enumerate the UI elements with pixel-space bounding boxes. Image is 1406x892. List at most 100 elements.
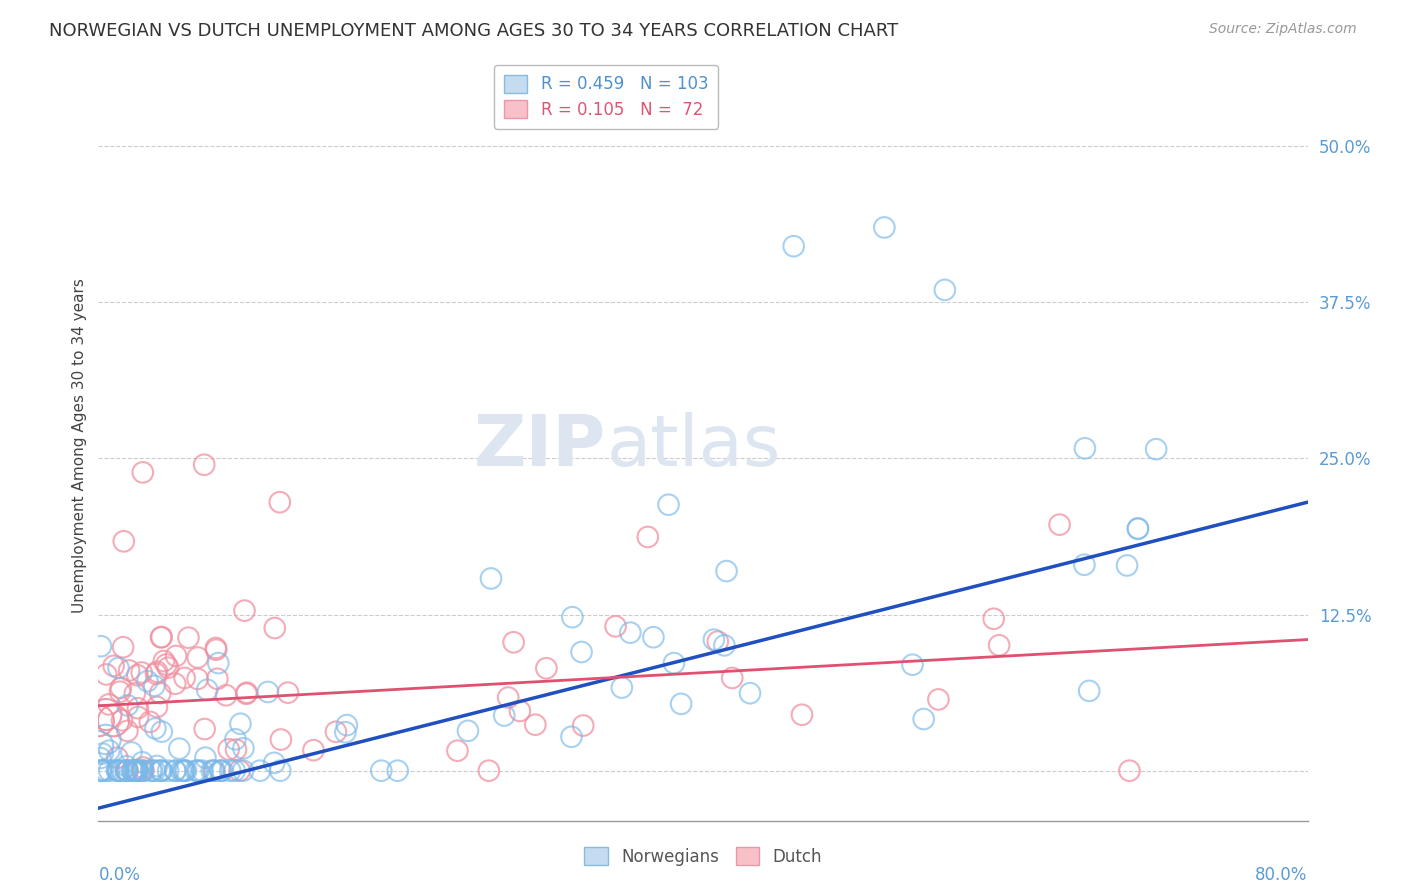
Point <box>1144 442 1167 457</box>
Point <box>370 764 392 778</box>
Point <box>131 665 153 680</box>
Point <box>1049 517 1071 532</box>
Point <box>716 564 738 578</box>
Point <box>605 619 627 633</box>
Point <box>127 710 149 724</box>
Point <box>225 742 247 756</box>
Point <box>94 764 117 778</box>
Point <box>94 732 117 747</box>
Point <box>122 764 145 778</box>
Point <box>263 621 285 635</box>
Legend: Norwegians, Dutch: Norwegians, Dutch <box>578 840 828 872</box>
Point <box>187 764 209 778</box>
Point <box>115 764 138 778</box>
Point <box>201 764 224 778</box>
Point <box>107 661 129 675</box>
Point <box>224 732 246 747</box>
Point <box>127 668 149 682</box>
Point <box>202 764 225 778</box>
Point <box>172 764 194 778</box>
Point <box>173 671 195 685</box>
Point <box>111 764 134 778</box>
Point <box>111 714 134 728</box>
Point <box>97 698 120 712</box>
Point <box>457 723 479 738</box>
Point <box>536 661 558 675</box>
Text: 0.0%: 0.0% <box>98 865 141 884</box>
Point <box>131 756 153 770</box>
Point <box>783 239 806 253</box>
Point <box>150 764 173 778</box>
Point <box>1118 764 1140 778</box>
Point <box>228 764 250 778</box>
Point <box>107 764 129 778</box>
Point <box>1116 558 1139 573</box>
Point <box>637 530 659 544</box>
Point <box>270 732 292 747</box>
Point <box>124 764 146 778</box>
Point <box>90 764 112 778</box>
Point <box>187 650 209 665</box>
Point <box>157 661 180 675</box>
Point <box>1073 558 1095 572</box>
Point <box>257 685 280 699</box>
Point <box>146 700 169 714</box>
Point <box>209 764 232 778</box>
Point <box>572 718 595 732</box>
Point <box>127 764 149 778</box>
Point <box>127 764 149 778</box>
Point <box>263 756 285 770</box>
Point <box>502 635 524 649</box>
Point <box>132 760 155 774</box>
Point <box>115 759 138 773</box>
Point <box>87 739 110 753</box>
Point <box>150 724 173 739</box>
Point <box>662 656 685 670</box>
Point <box>187 764 209 778</box>
Point <box>790 707 813 722</box>
Point <box>173 764 195 778</box>
Point <box>983 612 1005 626</box>
Point <box>117 723 139 738</box>
Point <box>165 764 187 778</box>
Point <box>146 759 169 773</box>
Point <box>988 638 1011 652</box>
Point <box>90 639 112 653</box>
Point <box>103 658 125 673</box>
Point <box>149 764 172 778</box>
Point <box>90 764 112 778</box>
Point <box>721 671 744 685</box>
Point <box>195 682 218 697</box>
Point <box>124 764 146 778</box>
Point <box>269 764 291 778</box>
Point <box>496 690 519 705</box>
Point <box>165 764 187 778</box>
Point <box>232 741 254 756</box>
Point <box>215 688 238 702</box>
Point <box>145 666 167 681</box>
Point <box>233 604 256 618</box>
Point <box>121 764 143 778</box>
Point <box>509 704 531 718</box>
Point <box>105 750 128 764</box>
Point <box>211 764 233 778</box>
Point <box>150 631 173 645</box>
Point <box>89 751 111 765</box>
Point <box>494 708 516 723</box>
Point <box>169 741 191 756</box>
Point <box>115 764 138 778</box>
Point <box>91 764 114 778</box>
Point <box>194 722 217 736</box>
Point <box>657 498 679 512</box>
Point <box>87 714 110 728</box>
Point <box>146 665 169 679</box>
Point <box>1078 684 1101 698</box>
Point <box>170 764 193 778</box>
Point <box>191 764 214 778</box>
Y-axis label: Unemployment Among Ages 30 to 34 years: Unemployment Among Ages 30 to 34 years <box>72 278 87 614</box>
Point <box>232 764 254 778</box>
Point <box>127 764 149 778</box>
Point <box>478 764 501 778</box>
Point <box>132 466 155 480</box>
Point <box>118 664 141 678</box>
